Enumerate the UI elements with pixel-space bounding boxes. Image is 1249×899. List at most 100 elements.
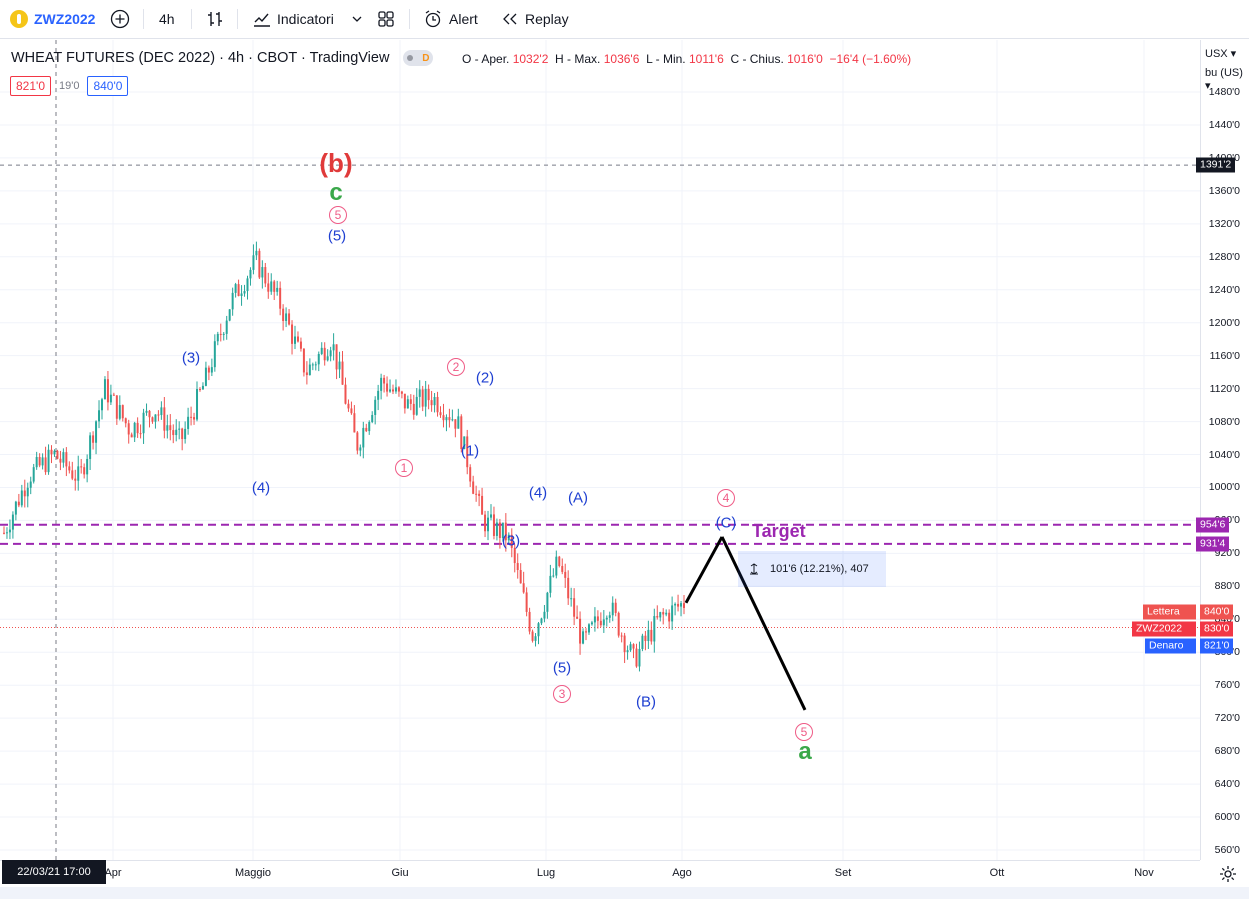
candle-body — [587, 624, 590, 633]
ask-label-tag: Lettera — [1143, 604, 1196, 620]
wave-label[interactable]: 4 — [717, 489, 735, 507]
target-label[interactable]: Target — [752, 521, 806, 541]
wave-label[interactable]: (B) — [636, 693, 656, 711]
candle-body — [154, 414, 157, 422]
wave-label[interactable]: (2) — [475, 369, 495, 387]
wave-label[interactable]: (C) — [715, 514, 737, 532]
candle-body — [498, 522, 501, 538]
wave-label[interactable]: (b) — [319, 148, 353, 178]
candle-body — [8, 529, 11, 533]
candle-body — [602, 619, 605, 626]
candle-body — [406, 399, 409, 409]
candle-body — [47, 449, 50, 473]
wave-label[interactable]: (5) — [552, 659, 572, 677]
replay-button[interactable]: Replay — [501, 0, 569, 38]
wave-label[interactable]: a — [798, 738, 812, 765]
chart-type-button[interactable] — [205, 0, 225, 38]
candle-body — [472, 481, 475, 494]
candle-body — [457, 416, 460, 429]
price-axis-label: 720'0 — [1214, 712, 1240, 725]
candle-body — [178, 428, 181, 430]
candle-body — [668, 612, 671, 622]
wave-label[interactable]: (1) — [460, 442, 480, 460]
indicators-label: Indicatori — [277, 11, 334, 27]
wave-label[interactable]: (3) — [501, 532, 521, 550]
candle-body — [510, 534, 513, 548]
price-axis[interactable]: 1480'01440'01400'01360'01320'01280'01240… — [1200, 40, 1249, 860]
add-symbol-button[interactable] — [110, 0, 130, 38]
candle-body — [332, 344, 335, 351]
alert-button[interactable]: Alert — [423, 0, 478, 38]
chart-settings-button[interactable] — [1218, 864, 1238, 884]
wave-label[interactable]: 5 — [329, 206, 347, 224]
candle-body — [507, 534, 510, 541]
wave-label[interactable]: 3 — [553, 685, 571, 703]
indicators-button[interactable]: Indicatori — [252, 0, 334, 38]
price-axis-label: 1120'0 — [1209, 382, 1240, 395]
plus-circle-icon — [110, 9, 130, 29]
candle-body — [558, 556, 561, 567]
bid-ask-panel: 821'0 19'0 840'0 — [10, 76, 129, 96]
currency-selector[interactable]: USX ▾ — [1205, 48, 1237, 60]
unit-selector[interactable]: bu (US) ▾ — [1205, 67, 1243, 92]
candle-body — [38, 456, 41, 466]
indicators-dropdown[interactable] — [351, 0, 363, 38]
toolbar-divider — [143, 9, 144, 29]
candle-body — [285, 313, 288, 321]
candle-body — [166, 425, 169, 431]
candle-body — [184, 428, 187, 440]
layouts-button[interactable] — [376, 0, 396, 38]
candle-body — [579, 618, 582, 644]
spread-value: 19'0 — [59, 80, 80, 92]
candle-body — [198, 389, 201, 391]
wave-label[interactable]: (5) — [327, 227, 347, 245]
wave-label[interactable]: 2 — [447, 358, 465, 376]
measure-box[interactable]: 101'6 (12.21%), 407 — [738, 551, 886, 587]
candle-body — [5, 532, 8, 534]
candle-body — [377, 390, 380, 400]
price-chart[interactable] — [0, 40, 1200, 860]
wave-label[interactable]: 1 — [395, 459, 413, 477]
time-axis-label: Set — [834, 867, 852, 879]
chart-pane[interactable] — [0, 40, 1200, 860]
bar-chart-icon — [208, 12, 222, 26]
candle-body — [207, 367, 210, 373]
interval-button[interactable]: 4h — [159, 11, 175, 27]
candle-body — [89, 435, 92, 459]
candle-body — [513, 547, 516, 564]
wave-label[interactable]: (3) — [181, 349, 201, 367]
candle-body — [151, 417, 154, 422]
candle-body — [552, 575, 555, 577]
time-axis-label: Lug — [536, 867, 556, 879]
candle-body — [142, 412, 145, 434]
candle-body — [362, 427, 365, 448]
price-axis-label: 1360'0 — [1208, 184, 1240, 197]
ask-button[interactable]: 840'0 — [87, 76, 129, 96]
time-axis[interactable]: Apr Maggio Giu Lug Ago Set Ott Nov — [0, 860, 1200, 887]
candle-body — [145, 410, 148, 413]
symbol-search-button[interactable]: ZWZ2022 — [10, 0, 95, 38]
candle-body — [282, 308, 285, 321]
wave-label[interactable]: (A) — [568, 489, 588, 507]
bid-button[interactable]: 821'0 — [10, 76, 51, 96]
candle-body — [86, 458, 89, 475]
price-axis-label: 1160'0 — [1209, 349, 1240, 362]
wave-label[interactable]: (4) — [251, 479, 271, 497]
currency-label: USX — [1205, 48, 1228, 60]
candle-body — [204, 367, 207, 386]
wave-label[interactable]: (4) — [528, 484, 548, 502]
last-value-tag: 830'0 — [1200, 621, 1234, 637]
wave-label[interactable]: 5 — [795, 723, 813, 741]
candle-body — [32, 467, 35, 482]
candle-body — [26, 487, 29, 497]
price-axis-label: 640'0 — [1214, 778, 1240, 791]
candle-body — [380, 377, 383, 391]
candle-body — [29, 481, 32, 488]
candle-body — [317, 354, 320, 365]
bid-value-tag: 821'0 — [1200, 638, 1234, 654]
candle-body — [433, 396, 436, 406]
wave-label[interactable]: c — [329, 179, 343, 206]
candle-body — [638, 649, 641, 667]
candle-body — [341, 361, 344, 385]
data-status-badge[interactable]: D — [403, 50, 434, 66]
